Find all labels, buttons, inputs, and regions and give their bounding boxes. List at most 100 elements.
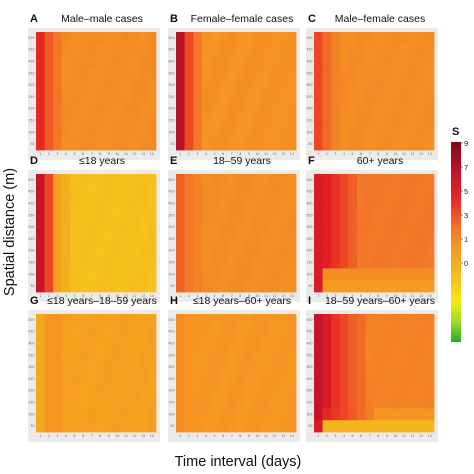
y-tick-label: 350 — [306, 71, 312, 75]
y-tick-label: 100 — [306, 130, 312, 134]
heat-cell — [382, 102, 392, 115]
heat-cell — [253, 325, 263, 338]
x-tick-label: 14 — [290, 294, 294, 298]
x-tick-label: 9 — [108, 434, 110, 438]
heat-cell — [210, 420, 220, 433]
heat-cell — [314, 384, 323, 397]
heat-cell — [184, 138, 194, 151]
heat-cell — [356, 138, 366, 151]
heat-cell — [408, 221, 418, 234]
heat-cell — [130, 337, 140, 350]
heat-cell — [176, 221, 185, 234]
heat-cell — [278, 43, 288, 56]
x-tick-label: 7 — [91, 152, 93, 156]
heat-cell — [78, 185, 88, 198]
heat-cell — [253, 102, 263, 115]
x-tick-label: 1 — [39, 152, 41, 156]
x-tick-label: 13 — [419, 152, 423, 156]
heat-cell — [121, 373, 131, 386]
heat-cell — [70, 268, 80, 281]
heat-cell — [356, 337, 366, 350]
heat-cell — [201, 280, 211, 293]
heat-cell — [356, 174, 366, 187]
x-tick-label: 14 — [290, 152, 294, 156]
heat-cell — [374, 174, 383, 187]
heat-cell — [61, 102, 71, 115]
heat-cell — [416, 79, 426, 92]
heat-cell — [416, 138, 426, 151]
heat-cell — [201, 396, 211, 409]
heat-cell — [416, 126, 426, 139]
heat-cell — [261, 349, 271, 362]
heat-cell — [218, 384, 228, 397]
x-tick-label: 4 — [205, 152, 207, 156]
heat-cell — [287, 67, 297, 80]
heat-cell — [121, 408, 131, 421]
heat-cell — [278, 197, 288, 210]
y-tick-label: 200 — [168, 389, 174, 393]
heat-cell — [331, 314, 341, 327]
heat-cell — [322, 114, 332, 127]
heat-cell — [236, 209, 245, 222]
heat-cell — [382, 55, 392, 68]
heat-cell — [193, 396, 203, 409]
heat-cell — [399, 314, 409, 327]
x-tick-label: 12 — [411, 434, 415, 438]
heat-cell — [236, 233, 245, 246]
heat-cell — [87, 209, 97, 222]
x-tick-label: 9 — [248, 434, 250, 438]
heat-cell — [374, 185, 383, 198]
heat-cell — [218, 91, 228, 104]
heat-cell — [356, 420, 366, 433]
heat-cell — [227, 126, 237, 139]
heat-cell — [87, 114, 97, 127]
x-tick-label: 13 — [141, 294, 145, 298]
heat-cell — [331, 174, 341, 187]
heat-cell — [331, 256, 341, 269]
heat-cell — [236, 325, 245, 338]
heat-cell — [331, 361, 341, 374]
heat-cell — [365, 408, 375, 421]
heat-cell — [408, 209, 418, 222]
heat-cell — [176, 55, 185, 68]
heat-cell — [356, 314, 366, 327]
heat-cell — [391, 361, 401, 374]
heat-cell — [61, 268, 71, 281]
heat-cell — [210, 280, 220, 293]
heat-cell — [356, 221, 366, 234]
heat-cell — [382, 91, 392, 104]
heat-cell — [96, 337, 105, 350]
panel-title: Female–female cases — [191, 13, 294, 25]
heat-cell — [408, 256, 418, 269]
y-axis-title: Spatial distance (m) — [2, 168, 18, 296]
heat-cell — [87, 32, 97, 45]
heat-cell — [201, 79, 211, 92]
x-tick-label: 12 — [133, 434, 137, 438]
heat-cell — [278, 32, 288, 45]
heat-cell — [70, 337, 80, 350]
heat-cell — [339, 197, 349, 210]
heat-cell — [227, 43, 237, 56]
heat-cell — [382, 244, 392, 257]
heat-cell — [61, 32, 71, 45]
heat-cell — [382, 114, 392, 127]
heat-cell — [78, 138, 88, 151]
heat-cell — [201, 373, 211, 386]
heat-cell — [44, 197, 54, 210]
heat-cell — [331, 233, 341, 246]
heat-cell — [176, 67, 185, 80]
panel-b: B Female–female cases50100150200250300350… — [168, 13, 300, 160]
heat-cell — [253, 349, 263, 362]
heat-cell — [425, 221, 435, 234]
heat-cell — [53, 337, 63, 350]
heat-cell — [356, 256, 366, 269]
heat-cell — [44, 43, 54, 56]
heat-cell — [44, 314, 54, 327]
heat-cell — [348, 373, 358, 386]
y-tick-label: 350 — [28, 353, 34, 357]
heat-cell — [184, 244, 194, 257]
heat-cell — [227, 55, 237, 68]
heat-cell — [70, 244, 80, 257]
x-tick-label: 11 — [402, 434, 406, 438]
heat-cell — [261, 420, 271, 433]
